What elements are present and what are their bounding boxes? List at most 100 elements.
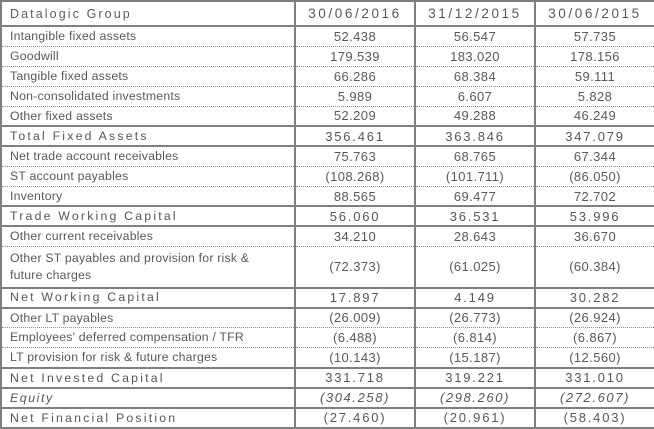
table-row: Tangible fixed assets 66.286 68.384 59.111 — [1, 66, 654, 87]
row-label: LT provision for risk & future charges — [1, 347, 295, 369]
cell-value: 72.702 — [534, 186, 654, 208]
column-header-date-3: 30/06/2015 — [534, 1, 654, 27]
cell-value: 17.897 — [294, 287, 415, 309]
cell-value: (58.403) — [534, 407, 654, 428]
table-row: Total Fixed Assets 356.461 363.846 347.079 — [1, 126, 654, 148]
row-label: ST account payables — [1, 166, 295, 187]
cell-value: (72.373) — [294, 246, 415, 289]
cell-value: 52.438 — [294, 26, 415, 47]
row-label: Other LT payables — [1, 307, 295, 329]
table-header-row: Datalogic Group 30/06/2016 31/12/2015 30… — [1, 1, 654, 27]
cell-value: 331.010 — [534, 367, 654, 389]
table-row: LT provision for risk & future charges (1… — [1, 347, 654, 369]
cell-value: (26.009) — [294, 307, 415, 329]
cell-value: 75.763 — [294, 146, 415, 167]
cell-value: 53.996 — [534, 206, 654, 228]
cell-value: (15.187) — [414, 347, 535, 369]
cell-value: (272.607) — [534, 387, 654, 409]
cell-value: 68.765 — [414, 146, 535, 167]
column-header-date-2: 31/12/2015 — [414, 1, 535, 27]
row-label: Other fixed assets — [1, 106, 295, 128]
cell-value: 46.249 — [534, 106, 654, 128]
cell-value: 57.735 — [534, 26, 654, 47]
cell-value: 66.286 — [294, 66, 415, 87]
cell-value: 5.989 — [294, 86, 415, 107]
table-row: Trade Working Capital 56.060 36.531 53.996 — [1, 206, 654, 228]
table-row: Net trade account receivables 75.763 68.76… — [1, 146, 654, 167]
cell-value: (298.260) — [414, 387, 535, 409]
cell-value: 36.670 — [534, 226, 654, 248]
row-label: Equity — [1, 387, 295, 409]
cell-value: (26.924) — [534, 307, 654, 329]
row-label: Net Invested Capital — [1, 367, 295, 389]
cell-value: 363.846 — [414, 126, 535, 148]
table-row: Inventory 88.565 69.477 72.702 — [1, 186, 654, 208]
cell-value: (20.961) — [414, 407, 535, 428]
table-row: Net Invested Capital 331.718 319.221 331.01… — [1, 367, 654, 389]
table-title: Datalogic Group — [1, 1, 295, 27]
cell-value: (61.025) — [414, 246, 535, 289]
row-label: Non-consolidated investments — [1, 86, 295, 107]
table-row: Other current receivables 34.210 28.643 36.… — [1, 226, 654, 248]
cell-value: 4.149 — [414, 287, 535, 309]
row-label: Employees' deferred compensation / TFR — [1, 327, 295, 349]
cell-value: (6.867) — [534, 327, 654, 349]
cell-value: (86.050) — [534, 166, 654, 187]
cell-value: 331.718 — [294, 367, 415, 389]
cell-value: (26.773) — [414, 307, 535, 329]
cell-value: 6.607 — [414, 86, 535, 107]
cell-value: 183.020 — [414, 46, 535, 67]
cell-value: 52.209 — [294, 106, 415, 128]
cell-value: 67.344 — [534, 146, 654, 167]
cell-value: (27.460) — [294, 407, 415, 428]
cell-value: 36.531 — [414, 206, 535, 228]
cell-value: (108.268) — [294, 166, 415, 187]
row-label: Inventory — [1, 186, 295, 208]
row-label: Trade Working Capital — [1, 206, 295, 228]
cell-value: 56.547 — [414, 26, 535, 47]
column-header-date-1: 30/06/2016 — [294, 1, 415, 27]
cell-value: 69.477 — [414, 186, 535, 208]
row-label: Net trade account receivables — [1, 146, 295, 167]
table-row: Other fixed assets 52.209 49.288 46.249 — [1, 106, 654, 128]
cell-value: 68.384 — [414, 66, 535, 87]
cell-value: (6.814) — [414, 327, 535, 349]
cell-value: 88.565 — [294, 186, 415, 208]
table-row: Goodwill 179.539 183.020 178.156 — [1, 46, 654, 67]
table-row: Net Working Capital 17.897 4.149 30.282 — [1, 287, 654, 309]
table-row: Other ST payables and provision for risk… — [1, 246, 654, 289]
cell-value: (10.143) — [294, 347, 415, 369]
cell-value: 30.282 — [534, 287, 654, 309]
cell-value: 319.221 — [414, 367, 535, 389]
row-label: Goodwill — [1, 46, 295, 67]
cell-value: 56.060 — [294, 206, 415, 228]
cell-value: (6.488) — [294, 327, 415, 349]
cell-value: 59.111 — [534, 66, 654, 87]
cell-value: (12.560) — [534, 347, 654, 369]
cell-value: 49.288 — [414, 106, 535, 128]
table-row: Non-consolidated investments 5.989 6.607 5.… — [1, 86, 654, 107]
table-row: Equity (304.258) (298.260) (272.607) — [1, 387, 654, 409]
cell-value: 356.461 — [294, 126, 415, 148]
cell-value: 28.643 — [414, 226, 535, 248]
table-row: ST account payables (108.268) (101.711) (86… — [1, 166, 654, 187]
table-body: Intangible fixed assets 52.438 56.547 57.73… — [1, 26, 654, 428]
cell-value: 179.539 — [294, 46, 415, 67]
cell-value: (304.258) — [294, 387, 415, 409]
table-row: Intangible fixed assets 52.438 56.547 57.73… — [1, 26, 654, 47]
row-label: Other current receivables — [1, 226, 295, 248]
table-row: Other LT payables (26.009) (26.773) (26.924… — [1, 307, 654, 329]
cell-value: (101.711) — [414, 166, 535, 187]
table-row: Employees' deferred compensation / TFR (6… — [1, 327, 654, 349]
row-label: Tangible fixed assets — [1, 66, 295, 87]
cell-value: 347.079 — [534, 126, 654, 148]
cell-value: 34.210 — [294, 226, 415, 248]
cell-value: 5.828 — [534, 86, 654, 107]
cell-value: 178.156 — [534, 46, 654, 67]
row-label: Intangible fixed assets — [1, 26, 295, 47]
cell-value: (60.384) — [534, 246, 654, 289]
table-row: Net Financial Position (27.460) (20.961) (5… — [1, 407, 654, 428]
row-label: Total Fixed Assets — [1, 126, 295, 148]
